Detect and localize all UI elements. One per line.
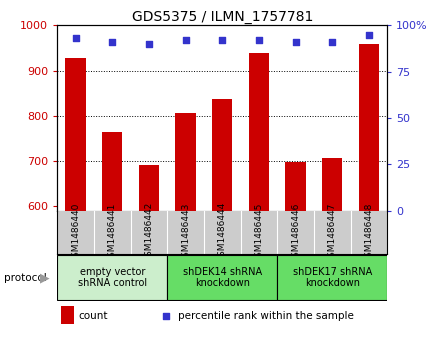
Bar xyxy=(167,255,277,300)
Point xyxy=(163,313,170,318)
Bar xyxy=(359,44,379,211)
Text: count: count xyxy=(79,310,108,321)
Text: shDEK17 shRNA
knockdown: shDEK17 shRNA knockdown xyxy=(293,267,372,289)
Point xyxy=(255,37,262,43)
Point xyxy=(329,39,336,45)
Point xyxy=(219,37,226,43)
Title: GDS5375 / ILMN_1757781: GDS5375 / ILMN_1757781 xyxy=(132,11,313,24)
Bar xyxy=(277,255,387,300)
Point xyxy=(182,37,189,43)
Text: GSM1486444: GSM1486444 xyxy=(218,202,227,262)
Bar xyxy=(102,132,122,211)
Text: protocol: protocol xyxy=(4,273,47,283)
Text: GSM1486446: GSM1486446 xyxy=(291,202,300,262)
Text: GSM1486440: GSM1486440 xyxy=(71,202,80,262)
Bar xyxy=(286,162,306,211)
Bar xyxy=(212,99,232,211)
Text: ▶: ▶ xyxy=(40,271,49,284)
Text: GSM1486445: GSM1486445 xyxy=(254,202,264,262)
Bar xyxy=(249,53,269,211)
Bar xyxy=(61,306,74,324)
Text: percentile rank within the sample: percentile rank within the sample xyxy=(178,310,353,321)
Text: GSM1486447: GSM1486447 xyxy=(328,202,337,262)
Text: GSM1486441: GSM1486441 xyxy=(108,202,117,262)
Point xyxy=(145,41,152,47)
Text: empty vector
shRNA control: empty vector shRNA control xyxy=(77,267,147,289)
Text: GSM1486443: GSM1486443 xyxy=(181,202,190,262)
Point xyxy=(292,39,299,45)
Point xyxy=(72,36,79,41)
Bar xyxy=(57,255,167,300)
Bar xyxy=(176,113,196,211)
Bar xyxy=(139,166,159,211)
Point xyxy=(365,32,372,38)
Text: GSM1486448: GSM1486448 xyxy=(364,202,374,262)
Bar xyxy=(322,158,342,211)
Point xyxy=(109,39,116,45)
Bar xyxy=(66,58,86,211)
Text: GSM1486442: GSM1486442 xyxy=(144,202,154,262)
Text: shDEK14 shRNA
knockdown: shDEK14 shRNA knockdown xyxy=(183,267,262,289)
